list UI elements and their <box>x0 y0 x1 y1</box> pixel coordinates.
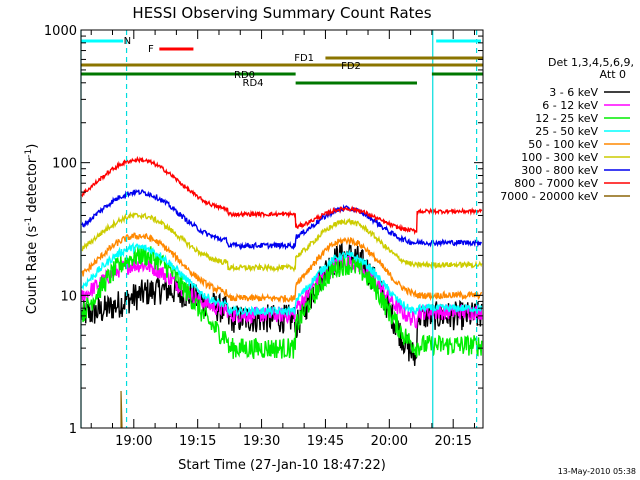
flag-label: RD0 <box>234 70 255 81</box>
chart-title: HESSI Observing Summary Count Rates <box>132 4 431 22</box>
series-line <box>81 241 483 318</box>
legend-header-1: Det 1,3,4,5,6,9, <box>548 56 634 69</box>
y-axis-label-sup2: -1 <box>24 149 34 158</box>
legend-label: 50 - 100 keV <box>528 138 598 151</box>
series-layer <box>81 155 483 429</box>
legend-label: 25 - 50 keV <box>535 125 598 138</box>
plot-frame <box>80 29 484 429</box>
flag-label: N <box>124 36 131 47</box>
legend-header-2: Att 0 <box>600 68 626 81</box>
series-line <box>81 245 483 360</box>
y-axis-label-sup1: -1 <box>24 217 34 226</box>
flag-label: FD2 <box>341 61 361 72</box>
x-tick-label: 19:45 <box>307 434 344 449</box>
x-tick-label: 19:30 <box>243 434 280 449</box>
x-tick-label: 20:15 <box>434 434 471 449</box>
y-axis-label-main: Count Rate (s <box>25 226 40 315</box>
series-line <box>81 232 483 304</box>
series-line <box>81 188 483 251</box>
legend-label: 300 - 800 keV <box>521 164 598 177</box>
y-axis-label-end: ) <box>25 144 40 149</box>
y-axis-label-mid: detector <box>25 157 40 217</box>
legend-label: 800 - 7000 keV <box>514 177 598 190</box>
y-tick-label: 1000 <box>44 24 77 39</box>
x-tick-label: 20:00 <box>371 434 408 449</box>
legend-label: 3 - 6 keV <box>549 86 598 99</box>
legend-label: 100 - 300 keV <box>521 151 598 164</box>
series-line <box>81 155 483 236</box>
y-tick-label: 10 <box>60 289 77 304</box>
y-tick-label: 1 <box>69 422 77 437</box>
series-line <box>81 254 483 329</box>
y-tick-label: 100 <box>52 157 77 172</box>
series-line <box>81 211 483 273</box>
flag-label: RD4 <box>243 78 264 89</box>
x-tick-label: 19:00 <box>115 434 152 449</box>
y-axis-label: Count Rate (s-1 detector-1) <box>24 144 40 315</box>
legend-label: 7000 - 20000 keV <box>500 190 598 203</box>
x-axis-label: Start Time (27-Jan-10 18:47:22) <box>178 458 386 473</box>
flag-label: FD1 <box>294 53 314 64</box>
flag-label: F <box>148 44 154 55</box>
legend-label: 12 - 25 keV <box>535 112 598 125</box>
legend-label: 6 - 12 keV <box>542 99 598 112</box>
axes: 1 10 100 1000 19:00 19:15 19:30 19:45 20:00 20:15 <box>44 24 483 449</box>
series-line <box>120 391 123 429</box>
x-tick-label: 19:15 <box>179 434 216 449</box>
footer-date: 13-May-2010 05:38 <box>558 467 636 476</box>
